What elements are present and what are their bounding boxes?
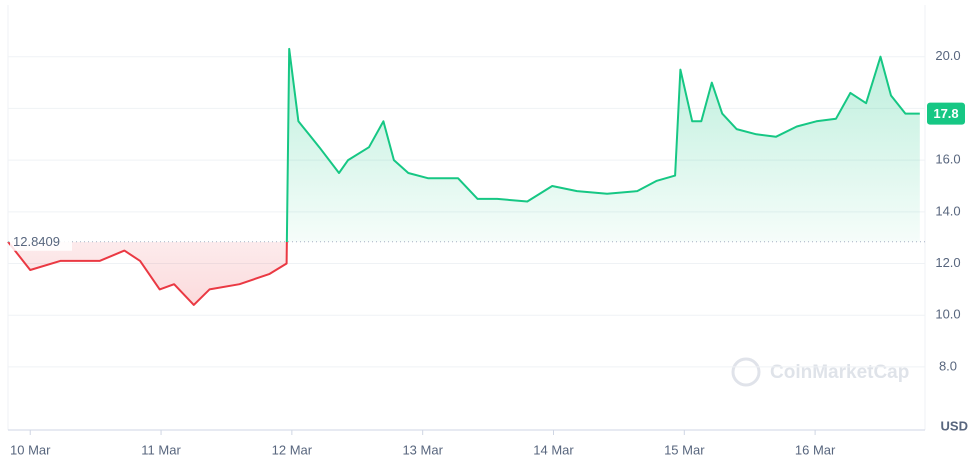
current-price-label: 17.8: [933, 106, 958, 121]
watermark-text: CoinMarketCap: [770, 362, 909, 383]
y-tick-label: 20.0: [935, 48, 960, 63]
x-tick-label: 12 Mar: [272, 442, 313, 457]
x-tick-label: 14 Mar: [533, 442, 574, 457]
y-tick-label: 16.0: [935, 152, 960, 167]
price-line: [7, 47, 920, 306]
y-tick-label: 12.0: [935, 255, 960, 270]
watermark-logo: [731, 357, 761, 387]
watermark: CoinMarketCap: [731, 357, 909, 387]
price-area: [8, 48, 920, 305]
current-price-tag: [927, 102, 965, 125]
x-tick-label: 13 Mar: [402, 442, 443, 457]
y-tick-label: 10.0: [935, 307, 960, 322]
x-tick-label: 15 Mar: [664, 442, 705, 457]
x-tick-label: 16 Mar: [795, 442, 836, 457]
baseline-tag: [10, 232, 72, 251]
y-tick-label: 14.0: [935, 203, 960, 218]
y-tick-label: 8.0: [939, 358, 957, 373]
baseline-label: 12.8409: [13, 234, 60, 249]
y-unit: USD: [941, 418, 968, 433]
x-tick-label: 10 Mar: [10, 442, 51, 457]
x-tick-label: 11 Mar: [141, 442, 181, 457]
